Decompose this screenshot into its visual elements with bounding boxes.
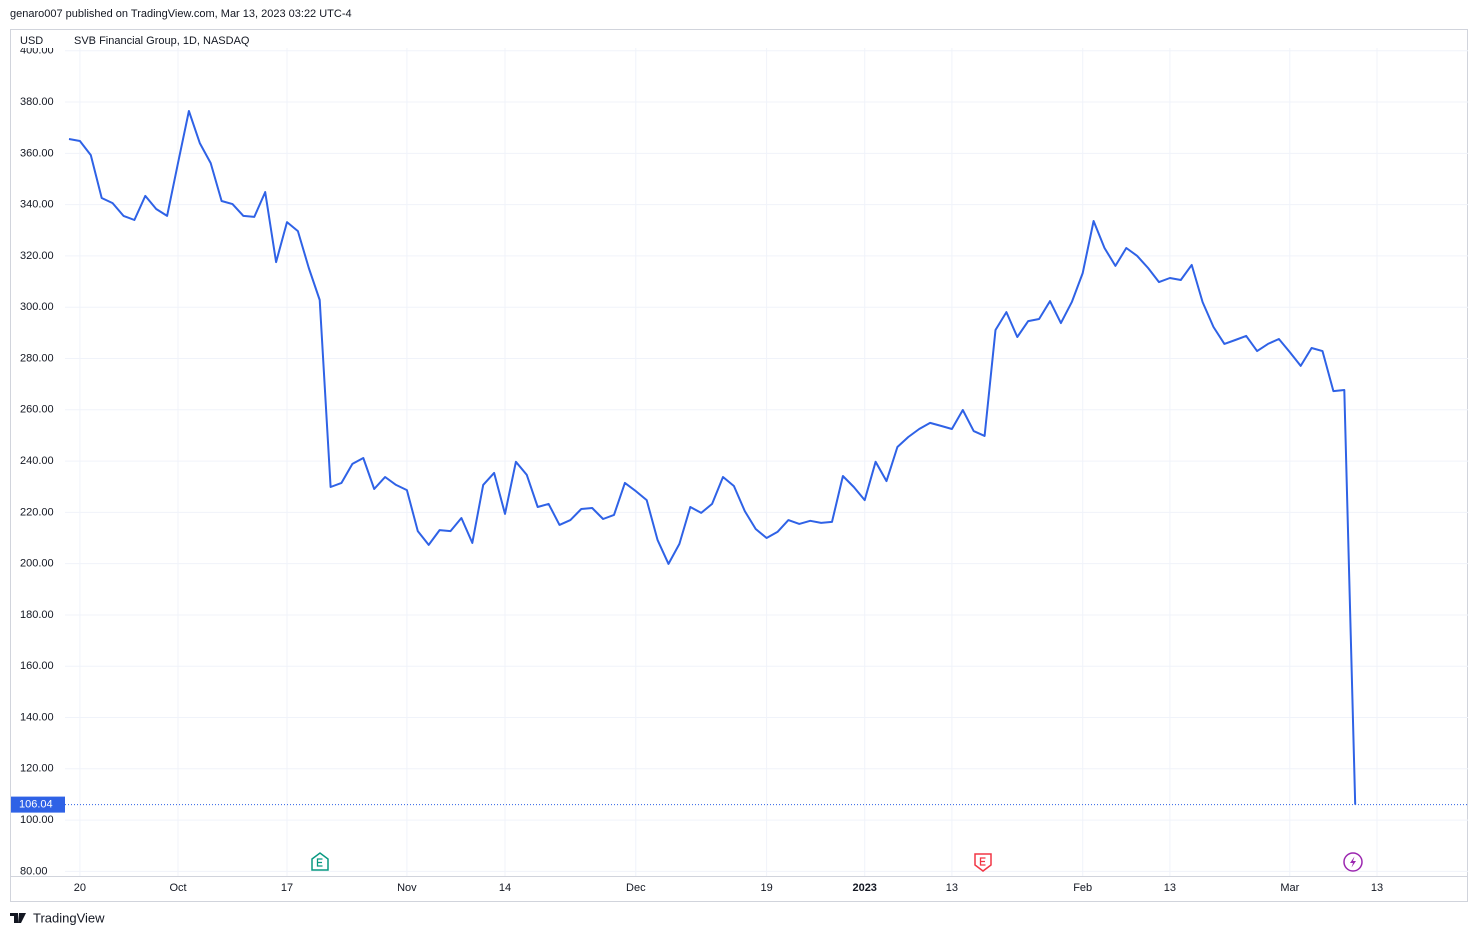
y-tick-label: 160.00	[20, 660, 54, 672]
x-tick-label: Nov	[397, 882, 417, 894]
brand-logo	[10, 913, 26, 923]
y-tick-label: 120.00	[20, 763, 54, 775]
x-tick-label: Dec	[626, 882, 646, 894]
y-tick-label: 300.00	[20, 301, 54, 313]
y-tick-label: 320.00	[20, 250, 54, 262]
x-tick-label: 19	[760, 882, 772, 894]
publisher-note: genaro007 published on TradingView.com, …	[10, 8, 352, 20]
x-tick-label: Mar	[1280, 882, 1299, 894]
y-tick-label: 380.00	[20, 96, 54, 108]
x-tick-label: 13	[946, 882, 958, 894]
earnings-icon	[974, 853, 992, 872]
x-tick-label: 20	[74, 882, 86, 894]
news-icon	[1343, 852, 1363, 872]
brand-name: TradingView	[33, 910, 105, 925]
x-tick-label: 2023	[852, 882, 876, 894]
x-tick-label: Feb	[1073, 882, 1092, 894]
y-tick-label: 340.00	[20, 199, 54, 211]
y-tick-label: 100.00	[20, 814, 54, 826]
y-tick-label: 140.00	[20, 711, 54, 723]
earnings-icon	[311, 852, 329, 871]
y-tick-label: 260.00	[20, 404, 54, 416]
y-tick-label: 220.00	[20, 506, 54, 518]
chart-title: SVB Financial Group, 1D, NASDAQ	[74, 35, 250, 47]
x-tick-label: 17	[281, 882, 293, 894]
currency-label: USD	[20, 35, 43, 47]
y-tick-label: 80.00	[20, 865, 48, 877]
y-tick-label: 280.00	[20, 352, 54, 364]
x-tick-label: 13	[1164, 882, 1176, 894]
y-tick-label: 240.00	[20, 455, 54, 467]
x-tick-label: 14	[499, 882, 511, 894]
price-line	[68, 110, 1357, 805]
x-tick-label: Oct	[169, 882, 186, 894]
last-price-label: 106.04	[19, 799, 53, 811]
x-tick-label: 13	[1371, 882, 1383, 894]
y-tick-label: 400.00	[20, 45, 54, 57]
last-price-box	[11, 796, 65, 813]
y-tick-label: 180.00	[20, 609, 54, 621]
y-tick-label: 360.00	[20, 147, 54, 159]
y-tick-label: 200.00	[20, 558, 54, 570]
chart-frame	[10, 29, 1468, 902]
